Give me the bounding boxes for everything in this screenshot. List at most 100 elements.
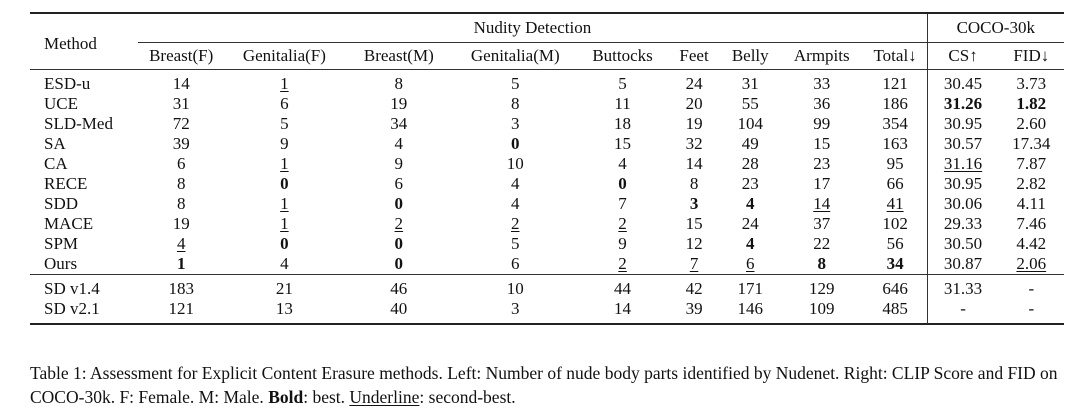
table-cell: 31.16 [926,154,999,174]
caption-underline-desc: : second-best. [419,387,516,407]
table-cell: 19 [390,94,408,113]
table-cell: 0 [618,174,627,193]
table-cell: 14 [685,154,703,173]
method-name: CA [44,154,68,173]
table-row: SDD 8 1 0 4 7 3 4 14 41 30.06 4.11 [30,194,1064,214]
table-cell: 10 [506,154,524,173]
table-cell: 32 [685,134,703,153]
table-cell: 13 [224,299,345,325]
table-row: MACE 19 1 2 2 2 15 24 37 102 29.33 7.46 [30,214,1064,234]
table-cell: 4 [511,194,520,213]
table-cell: 0 [511,134,520,153]
table-cell: 4 [394,134,404,153]
table-caption: Table 1: Assessment for Explicit Content… [30,361,1070,409]
table-cell: 121 [138,299,225,325]
table-cell: 31 [172,94,190,113]
table-cell: 0 [394,194,404,213]
table-cell: 121 [863,69,928,94]
method-name: ESD-u [30,69,139,94]
table-cell: 7.46 [1016,214,1047,233]
method-column-header: Method [30,12,139,70]
table-cell: 19 [172,214,190,233]
table-cell: 44 [577,274,668,299]
table-cell: 95 [886,154,904,173]
header-row-groups: Method Nudity Detection COCO-30k [30,12,1064,70]
table-cell: 14 [577,299,668,325]
results-table: Method Nudity Detection COCO-30k Breast(… [30,12,1064,325]
table-cell: 34 [390,114,408,133]
table-row: RECE 8 0 6 4 0 8 23 17 66 30.95 2.82 [30,174,1064,194]
table-row: CA 6 1 9 10 4 14 28 23 95 31.16 7.87 [30,154,1064,174]
method-name: SD v2.1 [30,299,139,325]
table-cell: 1 [224,69,345,94]
table-cell: 5 [511,234,520,253]
table-cell: 18 [614,114,632,133]
table-cell: 6 [280,94,289,113]
table-row: SD v2.1 121 13 40 3 14 39 146 109 485- - [30,299,1064,325]
table-body: ESD-u 14 1 8 5 5 24 31 33 121 30.45 3.73 UCE 31 6 19 8 11… [30,69,1064,325]
table-cell: 6 [176,154,186,173]
table-cell: 10 [452,274,578,299]
table-cell: 22 [813,234,831,253]
method-name: RECE [44,174,88,193]
table-cell: 186 [882,94,908,113]
table-cell: 7.87 [1016,154,1047,173]
table-cell: 14 [813,194,831,213]
table-cell: 2.82 [1016,174,1047,193]
table-cell: - [998,274,1064,299]
table-cell: 30.95 [926,174,999,194]
table-cell: 4 [746,234,755,253]
table-cell: 2 [618,214,627,233]
table-cell: 7 [689,254,699,273]
table-cell: 7 [618,194,627,213]
table-cell: 1 [280,214,289,233]
table-cell: 3.73 [998,69,1064,94]
table-cell: 8 [511,94,520,113]
column-header: Breast(F) [149,46,214,65]
table-cell: 30.06 [926,194,999,214]
table-cell: 2 [394,214,404,233]
table-cell: 1 [280,194,289,213]
table-cell: 17 [813,174,831,193]
table-cell: 646 [863,274,928,299]
table-cell: 72 [172,114,190,133]
header-row-columns: Breast(F) Genitalia(F) Breast(M) Genitalia(… [30,42,1064,70]
table-cell: 15 [813,134,831,153]
method-name: SD v1.4 [30,274,139,299]
table-row: SA 39 9 4 0 15 32 49 15 163 30.57 17.34 [30,134,1064,154]
table-cell: 146 [720,299,780,325]
table-cell: 30.87 [926,254,999,275]
table-cell: 0 [394,254,404,273]
column-header: Armpits [793,46,850,65]
table-cell: 36 [813,94,831,113]
table-cell: 8 [344,69,453,94]
table-cell: 17.34 [1012,134,1051,153]
table-row: SPM 4 0 0 5 9 12 4 22 56 30.50 4.42 [30,234,1064,254]
table-cell: 40 [344,299,453,325]
table-cell: 6 [394,174,404,193]
caption-bold-label: Bold [268,387,304,407]
table-cell: 42 [667,274,721,299]
table-cell: 15 [685,214,703,233]
table-cell: 5 [577,69,668,94]
table-cell: 102 [882,214,908,233]
table-cell: 0 [394,234,404,253]
table-cell: 24 [667,69,721,94]
table-cell: 8 [176,174,186,193]
table-cell: 9 [280,134,289,153]
table-cell: 9 [394,154,404,173]
table-cell: 9 [618,234,627,253]
method-name: SA [44,134,66,153]
table-cell: 23 [741,174,759,193]
table-cell: 28 [741,154,759,173]
table-cell: 99 [813,114,831,133]
table-row: UCE 31 6 19 8 11 20 55 36 186 31.26 1.82 [30,94,1064,114]
caption-text: Table 1: Assessment for Explicit Content… [30,363,1058,407]
table-cell: 33 [779,69,864,94]
table-cell: 4.11 [1016,194,1046,213]
table-cell: 4.42 [1016,234,1047,253]
method-name: UCE [44,94,78,113]
table-cell: 39 [667,299,721,325]
table-cell: 30.50 [926,234,999,254]
table-cell: - [926,299,999,325]
